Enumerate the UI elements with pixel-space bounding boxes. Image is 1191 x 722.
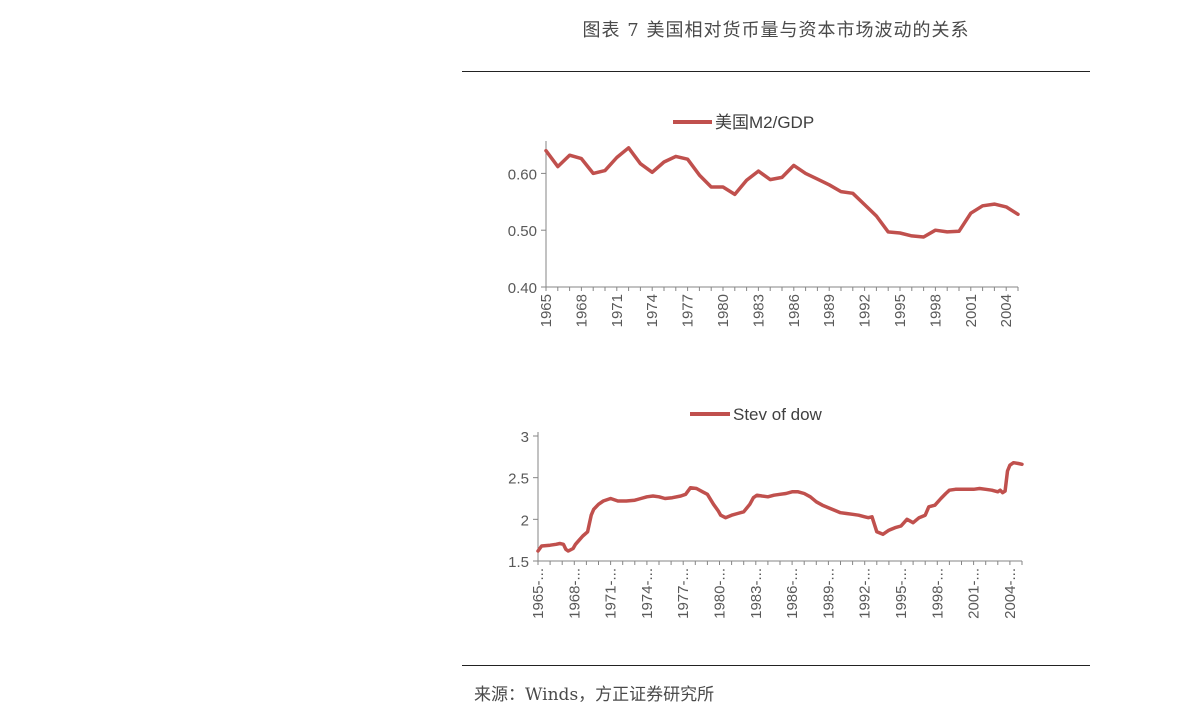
- x-tick-label: 1992: [857, 294, 874, 327]
- x-tick-label: 1986: [786, 294, 803, 327]
- x-tick-label: 1998-...: [929, 568, 946, 619]
- x-tick-label: 2001: [963, 294, 980, 327]
- x-tick-label: 1974-...: [639, 568, 656, 619]
- y-tick-label: 3: [521, 429, 529, 446]
- source-note: 来源：Winds，方正证券研究所: [474, 685, 715, 705]
- x-tick-label: 1968: [573, 294, 590, 327]
- chart-m2-gdp: 美国M2/GDP 0.40 0.50 0.60 1965 1968 1971 1974 1977…: [508, 113, 1020, 327]
- x-tick-label: 1989: [821, 294, 838, 327]
- x-tick-label: 1992-...: [857, 568, 874, 619]
- x-tick-label: 2004: [998, 294, 1015, 327]
- y-tick-label: 1.5: [508, 554, 529, 571]
- x-tick-label: 1983: [750, 294, 767, 327]
- y-tick-label: 2: [521, 512, 529, 529]
- y-tick-label: 0.50: [508, 223, 537, 240]
- x-tick-label: 1983-...: [748, 568, 765, 619]
- series-line: [536, 460, 1024, 553]
- x-tick-label: 1986-...: [784, 568, 801, 619]
- legend-label: Stev of dow: [733, 405, 823, 424]
- x-tick-label: 1968-...: [566, 568, 583, 619]
- x-tick-label: 1977-...: [675, 568, 692, 619]
- top-rule: [462, 71, 1090, 72]
- x-tick-label: 1971-...: [603, 568, 620, 619]
- x-tick-label: 2001-...: [966, 568, 983, 619]
- x-tick-label: 1965-...: [530, 568, 547, 619]
- x-tick-label: 1998: [927, 294, 944, 327]
- x-tick-label: 1971: [609, 294, 626, 327]
- x-tick-label: 1980: [715, 294, 732, 327]
- x-tick-label: 2004-...: [1002, 568, 1019, 619]
- x-tick-label: 1977: [680, 294, 697, 327]
- y-tick-label: 0.60: [508, 166, 537, 183]
- legend-label: 美国M2/GDP: [715, 113, 814, 132]
- series-line: [544, 146, 1020, 239]
- bottom-rule: [462, 665, 1090, 666]
- chart-stev-of-dow: Stev of dow 1.5 2 2.5 3 1965-... 1968-... 1971-…: [508, 405, 1024, 619]
- x-tick-label: 1989-...: [820, 568, 837, 619]
- x-tick-label: 1995-...: [893, 568, 910, 619]
- y-tick-label: 0.40: [508, 280, 537, 297]
- figure-title: 图表 7 美国相对货币量与资本市场波动的关系: [582, 20, 970, 41]
- x-tick-label: 1974: [644, 294, 661, 327]
- y-tick-label: 2.5: [508, 471, 529, 488]
- x-tick-label: 1995: [892, 294, 909, 327]
- x-tick-label: 1980-...: [712, 568, 729, 619]
- x-tick-label: 1965: [538, 294, 555, 327]
